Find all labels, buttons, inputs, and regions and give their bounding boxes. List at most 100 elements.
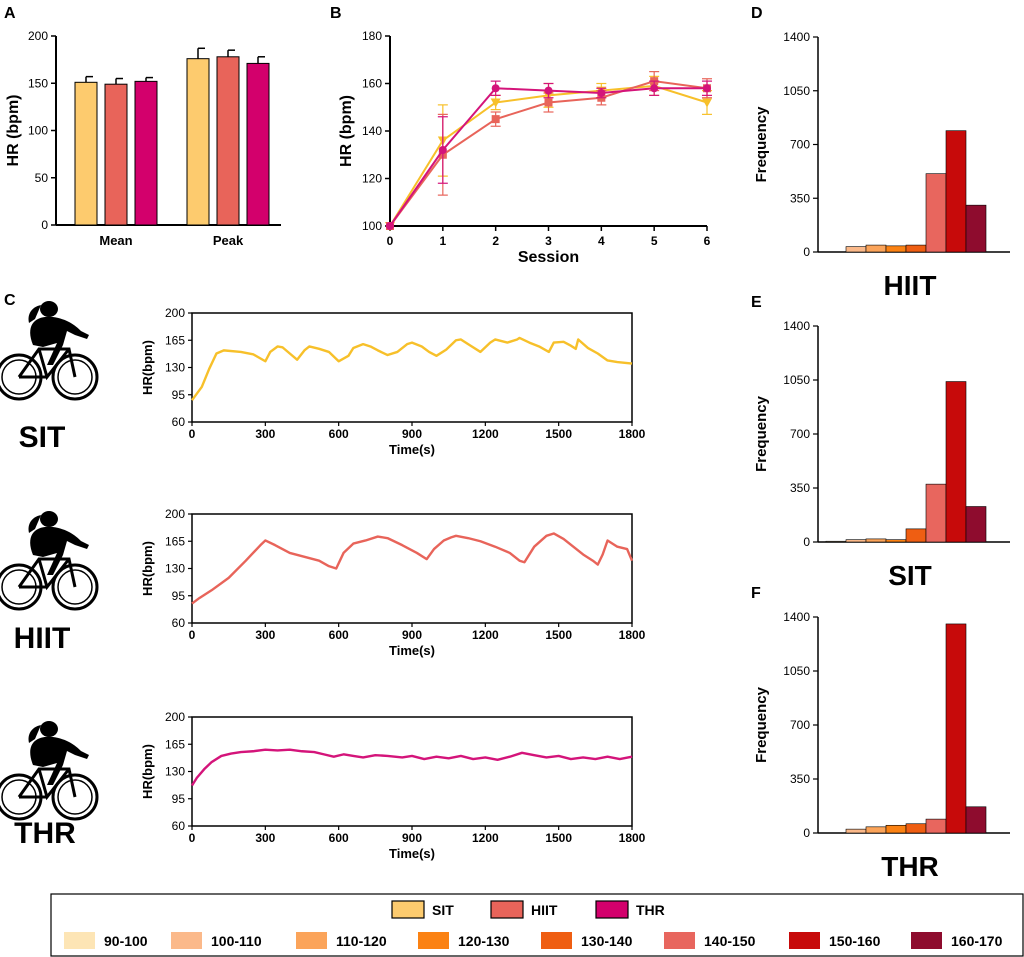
- category-label: Mean: [99, 233, 132, 248]
- category-label: Peak: [213, 233, 244, 248]
- x-tick-label: 600: [329, 427, 349, 441]
- x-tick-label: 5: [651, 234, 658, 248]
- x-tick-label: 600: [329, 628, 349, 642]
- y-tick-label: 180: [362, 29, 382, 43]
- y-tick-label: 200: [165, 306, 185, 320]
- hist-bar-100-110: [845, 828, 867, 834]
- legend-label-bin: 160-170: [951, 933, 1003, 949]
- x-tick-label: 0: [387, 234, 394, 248]
- y-tick-label: 140: [362, 124, 382, 138]
- chart-d-histogram: 0 350 700 1050 1400 Frequency HIIT: [753, 30, 1010, 301]
- x-tick-label: 1500: [545, 628, 572, 642]
- bar-hiit: [216, 56, 240, 226]
- x-tick-label: 1800: [619, 427, 646, 441]
- hist-bar-110-120: [865, 244, 887, 253]
- x-tick-label: 1800: [619, 628, 646, 642]
- point-thr: [491, 84, 500, 93]
- hist-bar-160-170: [965, 204, 987, 253]
- x-tick-label: 6: [704, 234, 711, 248]
- y-tick-label: 130: [165, 765, 185, 779]
- hist-bar-120-130: [885, 539, 907, 543]
- x-tick-label: 0: [189, 427, 196, 441]
- legend-swatch-bin: [664, 932, 695, 949]
- x-tick-label: 0: [189, 628, 196, 642]
- plot-frame: [191, 716, 633, 827]
- x-tick-label: 1800: [619, 831, 646, 845]
- y-tick-label: 0: [803, 245, 810, 259]
- point-thr: [703, 84, 711, 93]
- legend-swatch-bin: [171, 932, 202, 949]
- x-tick-label: 300: [255, 628, 275, 642]
- y-tick-label: 350: [790, 772, 810, 786]
- cyclist-label-hiit: HIIT: [14, 622, 71, 655]
- cyclist-icon-sit: [0, 299, 99, 401]
- x-tick-label: 1200: [472, 427, 499, 441]
- y-tick-label: 95: [172, 589, 186, 603]
- hist-bar-120-130: [885, 824, 907, 834]
- cyclist-icon-hiit: [0, 509, 99, 611]
- x-axis-label: Time(s): [389, 846, 435, 861]
- panel-label-c: C: [4, 292, 16, 309]
- chart-f-histogram: 0 350 700 1050 1400 Frequency THR: [753, 610, 1010, 882]
- plot-frame: [191, 312, 633, 423]
- x-tick-label: 300: [255, 427, 275, 441]
- x-tick-label: 900: [402, 831, 422, 845]
- hist-bar-150-160: [945, 130, 967, 253]
- y-tick-label: 0: [41, 218, 48, 232]
- hist-bar-140-150: [925, 818, 947, 834]
- x-tick-label: 0: [189, 831, 196, 845]
- panel-label-f: F: [751, 585, 761, 602]
- x-tick-label: 300: [255, 831, 275, 845]
- y-axis-label: Frequency: [753, 686, 770, 763]
- y-tick-label: 200: [165, 710, 185, 724]
- trace-line-hiit: [191, 532, 634, 605]
- x-tick-label: 1: [439, 234, 446, 248]
- hist-bar-100-110: [845, 539, 867, 543]
- hist-bar-150-160: [945, 623, 967, 834]
- hist-bar-140-150: [925, 483, 947, 543]
- x-tick-label: 4: [598, 234, 605, 248]
- panel-label-e: E: [751, 294, 762, 311]
- y-tick-label: 200: [28, 29, 48, 43]
- legend-label-bin: 130-140: [581, 933, 633, 949]
- y-axis-label: HR(bpm): [140, 340, 155, 395]
- bar-hiit: [104, 83, 128, 226]
- legend-label-sit: SIT: [432, 902, 454, 918]
- y-tick-label: 60: [172, 616, 186, 630]
- hist-bar-140-150: [925, 173, 947, 253]
- legend-swatch-bin: [789, 932, 820, 949]
- x-axis-label: Time(s): [389, 442, 435, 457]
- plot-frame: [191, 513, 633, 624]
- cyclist-label-thr: THR: [14, 817, 76, 850]
- point-sit: [490, 98, 501, 108]
- bar-thr: [134, 80, 158, 226]
- point-hiit: [491, 115, 500, 124]
- legend-swatch-bin: [418, 932, 449, 949]
- y-tick-label: 1050: [783, 664, 810, 678]
- legend-label-bin: 150-160: [829, 933, 881, 949]
- hist-bar-130-140: [905, 823, 927, 834]
- legend-swatch-sit: [391, 900, 425, 919]
- panel-title: THR: [881, 851, 939, 882]
- y-tick-label: 700: [790, 138, 810, 152]
- legend-label-thr: THR: [636, 902, 665, 918]
- y-tick-label: 130: [165, 562, 185, 576]
- bar-thr: [246, 62, 270, 226]
- y-tick-label: 1050: [783, 84, 810, 98]
- x-tick-label: 2: [492, 234, 499, 248]
- y-tick-label: 700: [790, 427, 810, 441]
- legend-swatch-bin: [296, 932, 327, 949]
- legend: SIT HIIT THR 90-100 100-110 110-120 120-130 13…: [50, 893, 1024, 957]
- chart-e-histogram: 0 350 700 1050 1400 Frequency SIT: [753, 319, 1010, 591]
- y-tick-label: 350: [790, 481, 810, 495]
- point-thr: [438, 146, 447, 154]
- x-tick-label: 900: [402, 427, 422, 441]
- point-hiit: [544, 98, 553, 107]
- chart-c-hiit-trace: 60 95 130 165 200 0 300 600 900 1200 1500 1800 Time(…: [140, 507, 646, 658]
- y-tick-label: 165: [165, 333, 185, 347]
- y-tick-label: 50: [35, 171, 49, 185]
- y-axis-label: HR (bpm): [338, 95, 355, 167]
- legend-label-bin: 100-110: [211, 933, 262, 949]
- point-thr: [597, 89, 606, 97]
